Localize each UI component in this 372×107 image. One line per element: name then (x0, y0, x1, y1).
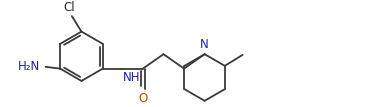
Text: Cl: Cl (63, 1, 75, 14)
Text: H₂N: H₂N (18, 60, 41, 73)
Text: O: O (138, 92, 148, 105)
Text: NH: NH (123, 71, 141, 84)
Text: N: N (200, 38, 209, 51)
